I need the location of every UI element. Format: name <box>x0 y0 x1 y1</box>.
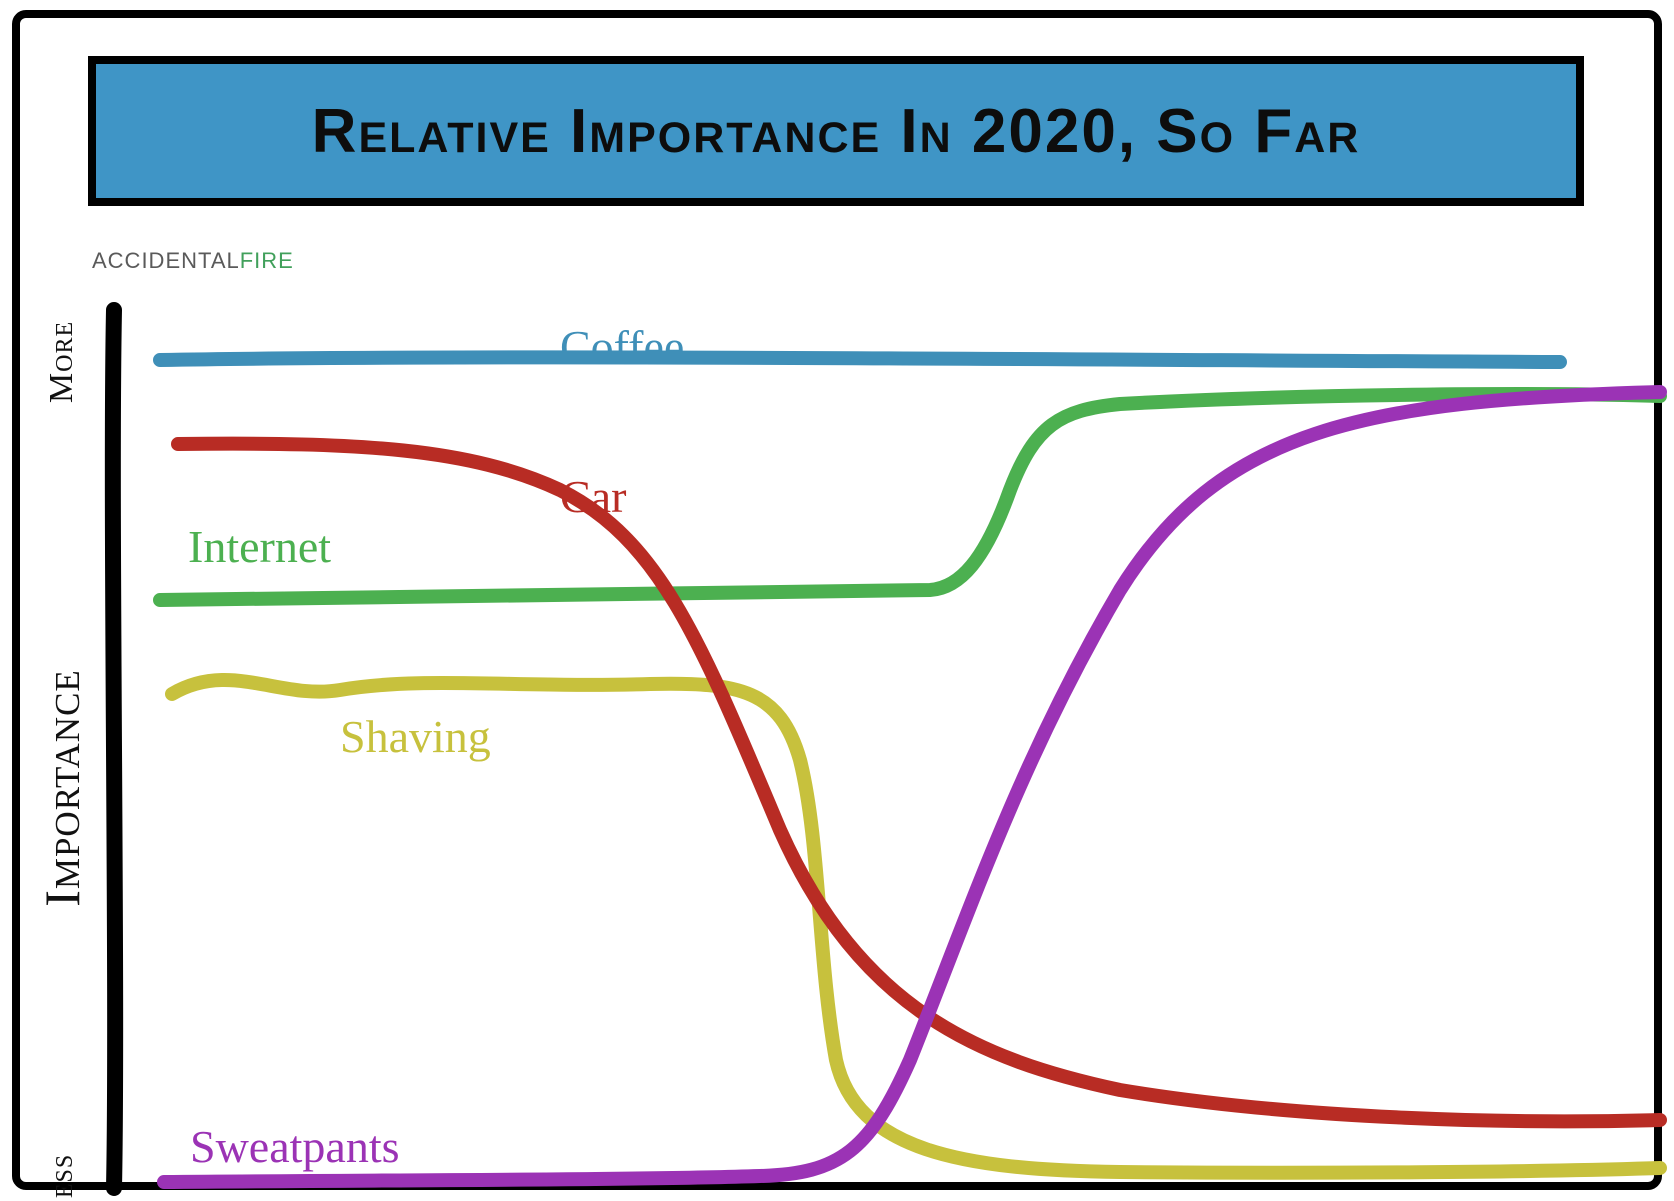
series-shaving <box>172 680 1660 1173</box>
y-axis-line <box>113 310 115 1188</box>
series-sweatpants <box>164 392 1660 1182</box>
series-internet <box>160 394 1660 600</box>
chart-canvas <box>0 0 1674 1201</box>
series-coffee <box>160 357 1560 362</box>
